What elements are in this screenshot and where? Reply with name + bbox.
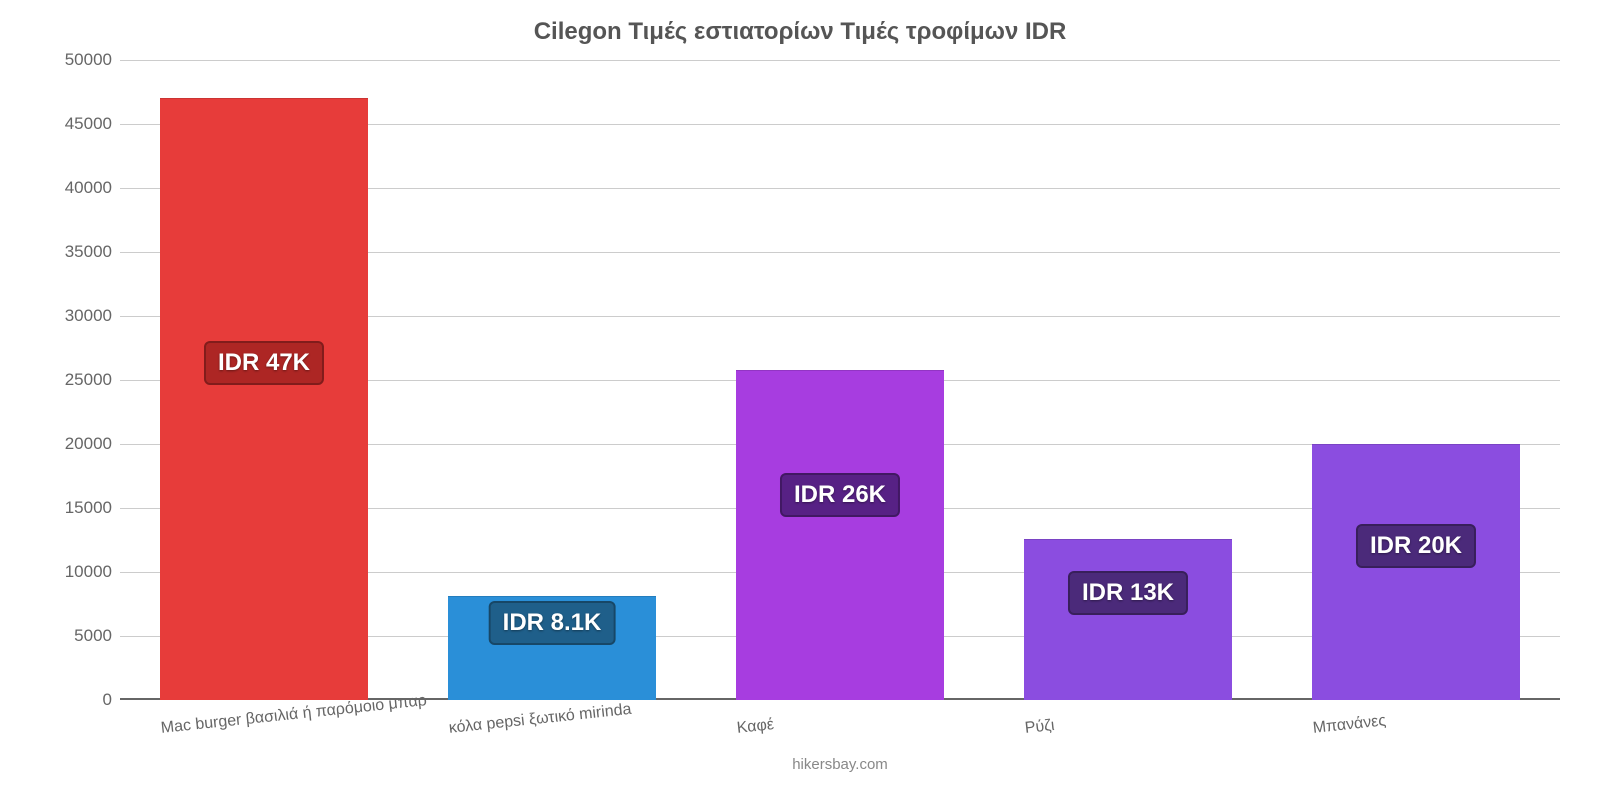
- attribution-text: hikersbay.com: [792, 756, 888, 773]
- y-tick-label: 35000: [65, 242, 112, 262]
- y-tick-label: 10000: [65, 562, 112, 582]
- value-badge: IDR 8.1K: [489, 601, 616, 645]
- y-tick-label: 40000: [65, 178, 112, 198]
- y-tick-label: 15000: [65, 498, 112, 518]
- y-tick-label: 50000: [65, 50, 112, 70]
- y-tick-label: 5000: [74, 626, 112, 646]
- grid-line: [120, 60, 1560, 61]
- bar: [1312, 444, 1519, 700]
- value-badge: IDR 20K: [1356, 524, 1476, 568]
- x-axis-label: Καφέ: [736, 716, 775, 738]
- y-tick-label: 20000: [65, 434, 112, 454]
- value-badge: IDR 47K: [204, 341, 324, 385]
- y-tick-label: 25000: [65, 370, 112, 390]
- value-badge: IDR 13K: [1068, 571, 1188, 615]
- y-tick-label: 30000: [65, 306, 112, 326]
- bar: [736, 370, 943, 700]
- x-axis-label: Ρύζι: [1024, 717, 1055, 738]
- y-tick-label: 45000: [65, 114, 112, 134]
- x-axis-label: Μπανάνες: [1312, 712, 1387, 738]
- x-axis-label: κόλα pepsi ξωτικό mirinda: [448, 701, 632, 738]
- value-badge: IDR 26K: [780, 473, 900, 517]
- chart-container: Cilegon Τιμές εστιατορίων Τιμές τροφίμων…: [0, 0, 1600, 800]
- y-tick-label: 0: [103, 690, 112, 710]
- plot-area: 0500010000150002000025000300003500040000…: [120, 60, 1560, 700]
- chart-title: Cilegon Τιμές εστιατορίων Τιμές τροφίμων…: [0, 18, 1600, 46]
- bar: [160, 98, 367, 700]
- bar: [1024, 539, 1231, 700]
